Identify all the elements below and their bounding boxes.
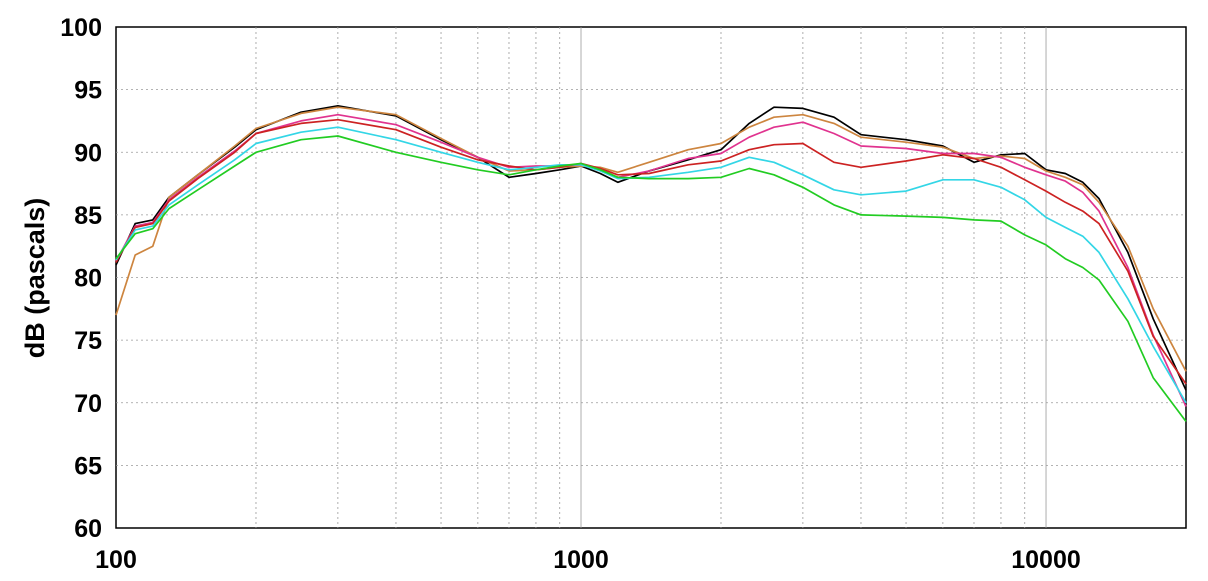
x-tick-label: 1000 xyxy=(553,546,609,574)
grid-lines xyxy=(116,27,1186,528)
y-axis-label: dB (pascals) xyxy=(20,198,50,359)
y-tick-label: 95 xyxy=(74,77,102,105)
series-line-4 xyxy=(115,118,1187,385)
x-tick-label: 100 xyxy=(95,546,137,574)
series-line-5 xyxy=(115,126,1187,404)
y-tick-label: 60 xyxy=(74,515,102,543)
y-tick-label: 90 xyxy=(74,139,102,167)
y-tick-label: 70 xyxy=(74,390,102,418)
tick-labels: 60 65 70 75 80 85 90 95 100 100 1000 10000 xyxy=(60,14,1081,574)
x-tick-label: 10000 xyxy=(1011,546,1081,574)
y-tick-label: 100 xyxy=(60,14,102,42)
series-group xyxy=(115,105,1187,423)
series-line-6 xyxy=(115,135,1187,423)
y-tick-label: 65 xyxy=(74,452,102,480)
y-tick-label: 80 xyxy=(74,265,102,293)
y-tick-label: 75 xyxy=(74,327,102,355)
y-tick-label: 85 xyxy=(74,202,102,230)
series-line-2 xyxy=(115,106,1187,372)
